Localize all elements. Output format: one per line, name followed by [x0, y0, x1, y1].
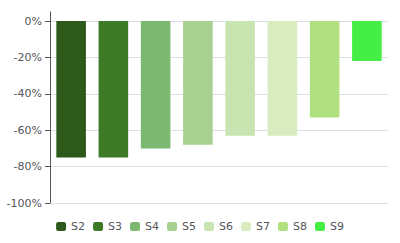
- svg-text:-60%: -60%: [14, 124, 42, 137]
- svg-text:S5: S5: [182, 220, 196, 233]
- svg-text:S6: S6: [219, 220, 233, 233]
- svg-text:S4: S4: [145, 220, 159, 233]
- svg-text:-40%: -40%: [14, 87, 42, 100]
- svg-text:-20%: -20%: [14, 51, 42, 64]
- svg-text:-80%: -80%: [14, 160, 42, 173]
- svg-text:S7: S7: [256, 220, 270, 233]
- svg-text:S8: S8: [293, 220, 307, 233]
- svg-text:S3: S3: [108, 220, 122, 233]
- svg-text:0%: 0%: [25, 15, 42, 28]
- svg-text:S2: S2: [71, 220, 85, 233]
- svg-text:S9: S9: [330, 220, 344, 233]
- svg-text:-100%: -100%: [7, 197, 42, 210]
